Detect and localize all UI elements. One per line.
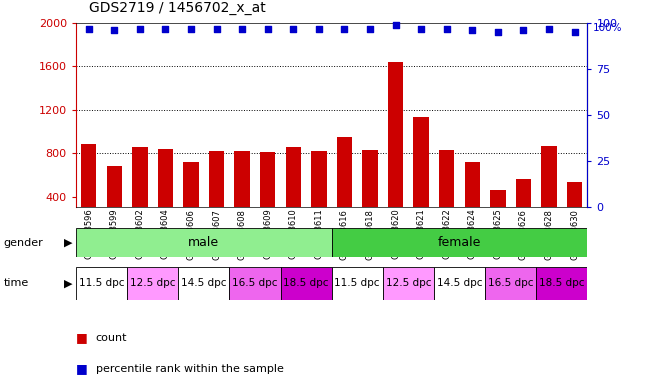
Bar [485, 267, 536, 300]
Bar [230, 267, 280, 300]
Bar [383, 267, 434, 300]
Bar [332, 228, 587, 257]
Bar [76, 267, 127, 300]
Point [83, 25, 94, 31]
Point [211, 25, 222, 31]
Text: 18.5 dpc: 18.5 dpc [539, 278, 585, 288]
Bar [132, 147, 148, 240]
Bar [81, 144, 96, 240]
Bar [260, 152, 275, 240]
Text: count: count [96, 333, 127, 343]
Bar [541, 146, 557, 240]
Bar [107, 166, 122, 240]
Text: ■: ■ [76, 362, 88, 375]
Bar [332, 267, 383, 300]
Bar [536, 267, 587, 300]
Point [518, 27, 529, 33]
Bar [388, 62, 403, 240]
Text: 12.5 dpc: 12.5 dpc [385, 278, 431, 288]
Bar [567, 182, 582, 240]
Text: time: time [3, 278, 28, 288]
Point [544, 25, 554, 31]
Text: female: female [438, 237, 481, 249]
Bar [413, 118, 429, 240]
Bar [490, 190, 506, 240]
Point [160, 25, 171, 31]
Text: male: male [188, 237, 219, 249]
Point [109, 27, 119, 33]
Point [314, 25, 324, 31]
Point [185, 25, 196, 31]
Bar [312, 151, 327, 240]
Point [365, 25, 376, 31]
Text: percentile rank within the sample: percentile rank within the sample [96, 364, 284, 374]
Bar [234, 151, 250, 240]
Bar [183, 162, 199, 240]
Point [339, 25, 350, 31]
Bar [127, 267, 178, 300]
Bar [465, 162, 480, 240]
Text: 11.5 dpc: 11.5 dpc [335, 278, 380, 288]
Point [442, 25, 452, 31]
Point [390, 22, 401, 28]
Text: ■: ■ [76, 331, 88, 344]
Bar [434, 267, 485, 300]
Bar [362, 150, 378, 240]
Text: 14.5 dpc: 14.5 dpc [437, 278, 482, 288]
Text: 18.5 dpc: 18.5 dpc [283, 278, 329, 288]
Bar [337, 137, 352, 240]
Point [135, 25, 145, 31]
Text: 14.5 dpc: 14.5 dpc [181, 278, 226, 288]
Text: 100%: 100% [593, 23, 622, 33]
Text: GDS2719 / 1456702_x_at: GDS2719 / 1456702_x_at [89, 2, 266, 15]
Text: ▶: ▶ [64, 278, 73, 288]
Point [263, 25, 273, 31]
Bar [286, 147, 301, 240]
Point [237, 25, 248, 31]
Bar [209, 151, 224, 240]
Bar [280, 267, 331, 300]
Bar [76, 228, 332, 257]
Text: 16.5 dpc: 16.5 dpc [232, 278, 278, 288]
Bar [178, 267, 230, 300]
Text: gender: gender [3, 238, 43, 248]
Text: 12.5 dpc: 12.5 dpc [130, 278, 176, 288]
Bar [516, 179, 531, 240]
Text: 11.5 dpc: 11.5 dpc [79, 278, 124, 288]
Point [492, 29, 503, 35]
Text: ▶: ▶ [64, 238, 73, 248]
Bar [439, 150, 454, 240]
Point [288, 25, 298, 31]
Point [416, 25, 426, 31]
Point [467, 27, 478, 33]
Bar [158, 149, 173, 240]
Text: 16.5 dpc: 16.5 dpc [488, 278, 533, 288]
Point [570, 29, 580, 35]
